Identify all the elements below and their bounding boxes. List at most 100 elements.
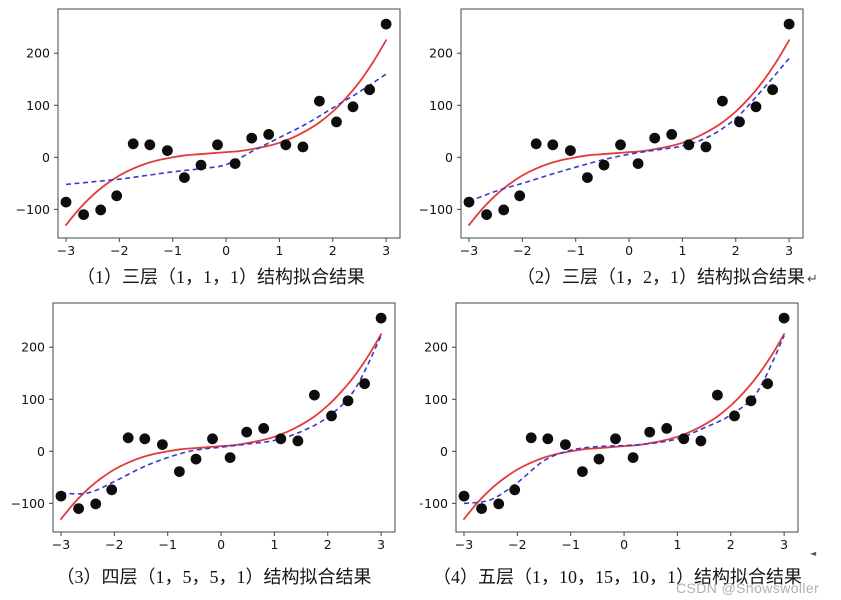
data-point	[127, 138, 139, 150]
caption-text: （1）三层（1，1，1）结构拟合结果	[77, 267, 365, 287]
axes-frame	[52, 302, 396, 533]
data-point	[582, 172, 593, 184]
x-tick-label: 3	[382, 243, 390, 258]
data-point	[55, 490, 67, 502]
data-point	[207, 433, 218, 445]
y-tick-label: 200	[424, 340, 448, 355]
y-tick-label: −100	[11, 496, 45, 511]
axes-frame	[455, 302, 799, 533]
scatter-points	[60, 18, 392, 221]
data-point	[314, 95, 325, 107]
data-point	[514, 190, 526, 202]
x-tick-label: −1	[163, 243, 181, 258]
data-point	[292, 435, 304, 447]
data-point	[560, 439, 571, 450]
subplot-1: −100 0 100 200 −3 −2 −1 0 1 2 3 （1）三层（1，1，1）结构拟合结果	[0, 0, 420, 300]
x-tick-label: 1	[673, 537, 681, 552]
y-tick-label: 200	[21, 340, 45, 355]
y-tick-label: 0	[37, 444, 45, 459]
data-point	[729, 410, 740, 422]
data-point	[122, 432, 134, 444]
plot-1-canvas: −100 0 100 200 −3 −2 −1 0 1 2 3	[16, 8, 401, 258]
plot-3-canvas: −100 0 100 200 −3 −2 −1 0 1 2 3	[11, 302, 396, 552]
data-point	[342, 395, 354, 407]
y-tick-label: −100	[16, 202, 50, 217]
data-point	[615, 139, 626, 151]
y-tick-label: 200	[429, 46, 453, 61]
x-tick-label: 2	[329, 243, 337, 258]
stray-return-mark: ◄	[810, 549, 817, 558]
data-point	[380, 18, 392, 30]
x-tick-label: 3	[785, 243, 793, 258]
x-tick-label: −1	[158, 537, 176, 552]
data-point	[162, 145, 173, 157]
y-tick-label: 100	[21, 392, 45, 407]
x-tick-label: 2	[727, 537, 735, 552]
x-tick-label: −2	[508, 537, 526, 552]
x-tick-label: −3	[455, 537, 473, 552]
return-mark: ↵	[807, 272, 818, 287]
data-point	[275, 433, 287, 445]
axes-frame	[460, 8, 804, 239]
data-point	[767, 84, 778, 96]
data-point	[632, 158, 644, 170]
data-point	[683, 139, 695, 151]
data-point	[717, 95, 728, 107]
x-tick-label: 0	[222, 243, 230, 258]
data-point	[778, 312, 790, 324]
caption-text: （4）五层（1，10，15，10，1）结构拟合结果	[433, 567, 802, 587]
scatter-points	[463, 18, 795, 221]
data-point	[174, 466, 185, 477]
data-point	[598, 159, 610, 171]
fit-curve-blue	[468, 57, 790, 203]
plot-4-canvas: −100 0 100 200 −3 −2 −1 0 1 2 3	[420, 302, 799, 552]
x-tick-label: 2	[732, 243, 740, 258]
data-point	[498, 204, 510, 216]
data-point	[60, 196, 72, 208]
data-point	[241, 426, 253, 438]
y-tick-label: 100	[429, 98, 453, 113]
data-point	[565, 145, 576, 157]
data-point	[144, 139, 156, 151]
data-point	[666, 129, 678, 140]
x-axis-ticks: −3 −2 −1 0 1 2 3	[52, 532, 385, 552]
data-point	[347, 101, 359, 113]
subplot-2: −100 0 100 200 −3 −2 −1 0 1 2 3 （2）三层（1，2，1）结构拟合结果…	[420, 0, 841, 300]
data-point	[190, 453, 202, 465]
data-point	[157, 439, 168, 450]
x-tick-label: −2	[513, 243, 531, 258]
fit-curve-red	[65, 39, 387, 226]
data-point	[364, 84, 375, 96]
subplot-4-caption: （4）五层（1，10，15，10，1）结构拟合结果	[408, 560, 829, 600]
data-point	[331, 116, 342, 128]
data-point	[745, 395, 757, 407]
x-tick-label: −3	[57, 243, 75, 258]
data-point	[734, 116, 745, 128]
x-tick-label: 3	[780, 537, 788, 552]
plot-2-canvas: −100 0 100 200 −3 −2 −1 0 1 2 3	[420, 8, 804, 258]
y-axis-ticks: −100 0 100 200	[11, 340, 53, 511]
y-tick-label: 0	[445, 150, 453, 165]
data-point	[644, 426, 656, 438]
scatter-points	[458, 312, 790, 514]
data-point	[509, 484, 521, 496]
data-point	[78, 209, 89, 221]
x-axis-ticks: −3 −2 −1 0 1 2 3	[57, 238, 390, 258]
x-tick-label: −2	[105, 537, 123, 552]
data-point	[525, 432, 537, 444]
x-tick-label: −2	[110, 243, 128, 258]
data-point	[750, 101, 762, 113]
data-point	[458, 490, 470, 502]
data-point	[762, 378, 773, 390]
data-point	[577, 466, 588, 477]
data-point	[106, 484, 118, 496]
y-axis-ticks: −100 0 100 200	[16, 46, 58, 217]
subplot-3: −100 0 100 200 −3 −2 −1 0 1 2 3 （3）四层（1，5，5，1）结构拟合…	[0, 300, 420, 600]
x-tick-label: 1	[275, 243, 283, 258]
y-tick-label: −100	[420, 496, 448, 511]
x-tick-label: −1	[561, 537, 579, 552]
data-point	[610, 433, 621, 445]
y-tick-label: 200	[26, 46, 50, 61]
x-tick-label: 3	[377, 537, 385, 552]
